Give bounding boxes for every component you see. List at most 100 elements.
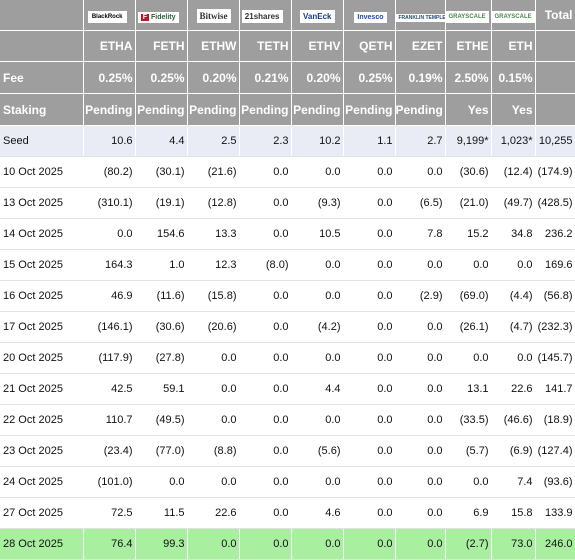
invesco-logo: Invesco xyxy=(354,11,387,23)
flow-cell: 0.0 xyxy=(491,342,536,374)
flow-cell: 0.0 xyxy=(343,311,396,343)
total-cell: (232.3) xyxy=(535,311,575,343)
bitwise-logo: Bitwise xyxy=(196,8,231,23)
flow-cell: 0.0 xyxy=(491,249,536,281)
flow-cell: (146.1) xyxy=(83,311,136,343)
flow-cell: 0.0 xyxy=(291,280,344,312)
date-cell: 27 Oct 2025 xyxy=(0,497,84,529)
date-cell: 22 Oct 2025 xyxy=(0,404,84,436)
flow-cell: (33.5) xyxy=(445,404,492,436)
vaneck-logo: VanEck xyxy=(300,9,335,23)
flow-cell: (20.6) xyxy=(187,311,240,343)
flow-cell: 34.8 xyxy=(491,218,536,250)
flow-cell: (11.6) xyxy=(135,280,188,312)
flow-cell: 2.3 xyxy=(239,125,292,157)
flow-cell: 0.0 xyxy=(239,435,292,467)
flow-cell: 0.0 xyxy=(395,156,446,188)
flow-cell: (12.4) xyxy=(491,156,536,188)
total-cell: (428.5) xyxy=(535,187,575,219)
flow-cell: 10.5 xyxy=(291,218,344,250)
table-row: 13 Oct 2025 (310.1) (19.1) (12.8) 0.0 (9.3) 0.… xyxy=(0,187,575,219)
flow-cell: 2.5 xyxy=(187,125,240,157)
flow-cell: (6.5) xyxy=(395,187,446,219)
total-cell: 246.0 xyxy=(535,528,575,560)
flow-cell: 0.0 xyxy=(343,280,396,312)
flow-cell: 9,199* xyxy=(445,125,492,157)
flow-cell: 0.0 xyxy=(239,528,292,560)
table-row: 27 Oct 2025 72.5 11.5 22.6 0.0 4.6 0.0 0.0 6.9 15… xyxy=(0,497,575,529)
flow-cell: 1.1 xyxy=(343,125,396,157)
flow-cell: 1.0 xyxy=(135,249,188,281)
flow-cell: 7.8 xyxy=(395,218,446,250)
flow-cell: (12.8) xyxy=(187,187,240,219)
total-cell: (174.9) xyxy=(535,156,575,188)
flow-cell: (9.3) xyxy=(291,187,344,219)
flow-cell: (80.2) xyxy=(83,156,136,188)
date-cell: 10 Oct 2025 xyxy=(0,156,84,188)
flow-cell: (27.8) xyxy=(135,342,188,374)
flow-cell: 0.0 xyxy=(239,466,292,498)
date-cell: 28 Oct 2025 xyxy=(0,528,84,560)
fee-cell: 0.19% xyxy=(395,61,446,94)
franklin-logo: FRANKLIN TEMPLETON xyxy=(395,14,444,22)
staking-cell: Pending xyxy=(291,93,344,126)
fee-cell: 0.21% xyxy=(239,61,292,94)
flow-cell: (23.4) xyxy=(83,435,136,467)
flow-cell: 0.0 xyxy=(239,280,292,312)
flow-cell: (8.8) xyxy=(187,435,240,467)
flow-cell: 0.0 xyxy=(187,466,240,498)
staking-cell: Pending xyxy=(239,93,292,126)
flow-cell: 0.0 xyxy=(291,466,344,498)
flow-cell: 11.5 xyxy=(135,497,188,529)
flow-cell: 0.0 xyxy=(291,156,344,188)
flow-cell: (21.0) xyxy=(445,187,492,219)
flow-cell: 0.0 xyxy=(135,466,188,498)
flow-cell: 110.7 xyxy=(83,404,136,436)
flow-cell: (30.6) xyxy=(445,156,492,188)
flow-cell: 4.4 xyxy=(291,373,344,405)
ticker-cell: FETH xyxy=(135,30,188,62)
date-cell: 14 Oct 2025 xyxy=(0,218,84,250)
flow-cell: 13.3 xyxy=(187,218,240,250)
date-cell: 24 Oct 2025 xyxy=(0,466,84,498)
flow-cell: 0.0 xyxy=(187,528,240,560)
flow-cell: 0.0 xyxy=(187,342,240,374)
total-cell: (56.8) xyxy=(535,280,575,312)
flow-cell: 0.0 xyxy=(343,187,396,219)
total-cell: (127.4) xyxy=(535,435,575,467)
table-row: 14 Oct 2025 0.0 154.6 13.3 0.0 10.5 0.0 7.8 15.2… xyxy=(0,218,575,250)
ticker-cell: EZET xyxy=(395,30,446,62)
flow-cell: (6.9) xyxy=(491,435,536,467)
flow-cell: 0.0 xyxy=(187,373,240,405)
flow-cell: (2.7) xyxy=(445,528,492,560)
flow-cell: (5.6) xyxy=(291,435,344,467)
flow-cell: 0.0 xyxy=(343,342,396,374)
grayscale-logo-2: GRAYSCALE xyxy=(491,11,534,23)
flow-cell: 1,023* xyxy=(491,125,536,157)
flow-cell: 0.0 xyxy=(343,249,396,281)
table-body: Seed 10.6 4.4 2.5 2.3 10.2 1.1 2.7 9,199* 1,023* 1… xyxy=(0,125,575,560)
total-cell: 236.2 xyxy=(535,218,575,250)
flow-cell: 0.0 xyxy=(291,342,344,374)
flow-cell: (46.6) xyxy=(491,404,536,436)
flow-cell: 0.0 xyxy=(395,435,446,467)
flow-cell: 6.9 xyxy=(445,497,492,529)
total-cell: (145.7) xyxy=(535,342,575,374)
table-header: BlackRock F Fidelity Bitwise 21shares Van… xyxy=(0,0,575,126)
flow-cell: (77.0) xyxy=(135,435,188,467)
blackrock-logo: BlackRock xyxy=(87,11,127,23)
flow-cell: 0.0 xyxy=(291,528,344,560)
fee-row: Fee 0.25% 0.25% 0.20% 0.21% 0.20% 0.25% … xyxy=(0,61,575,94)
flow-cell: 73.0 xyxy=(491,528,536,560)
staking-cell: Pending xyxy=(395,93,446,126)
fee-cell: 0.20% xyxy=(187,61,240,94)
flow-cell: 0.0 xyxy=(239,218,292,250)
flow-cell: 0.0 xyxy=(395,373,446,405)
flow-cell: 15.8 xyxy=(491,497,536,529)
total-column-header: Total xyxy=(544,8,573,22)
grayscale-logo: GRAYSCALE xyxy=(445,11,489,23)
date-cell: 20 Oct 2025 xyxy=(0,342,84,374)
flow-cell: (101.0) xyxy=(83,466,136,498)
flow-cell: 10.6 xyxy=(83,125,136,157)
